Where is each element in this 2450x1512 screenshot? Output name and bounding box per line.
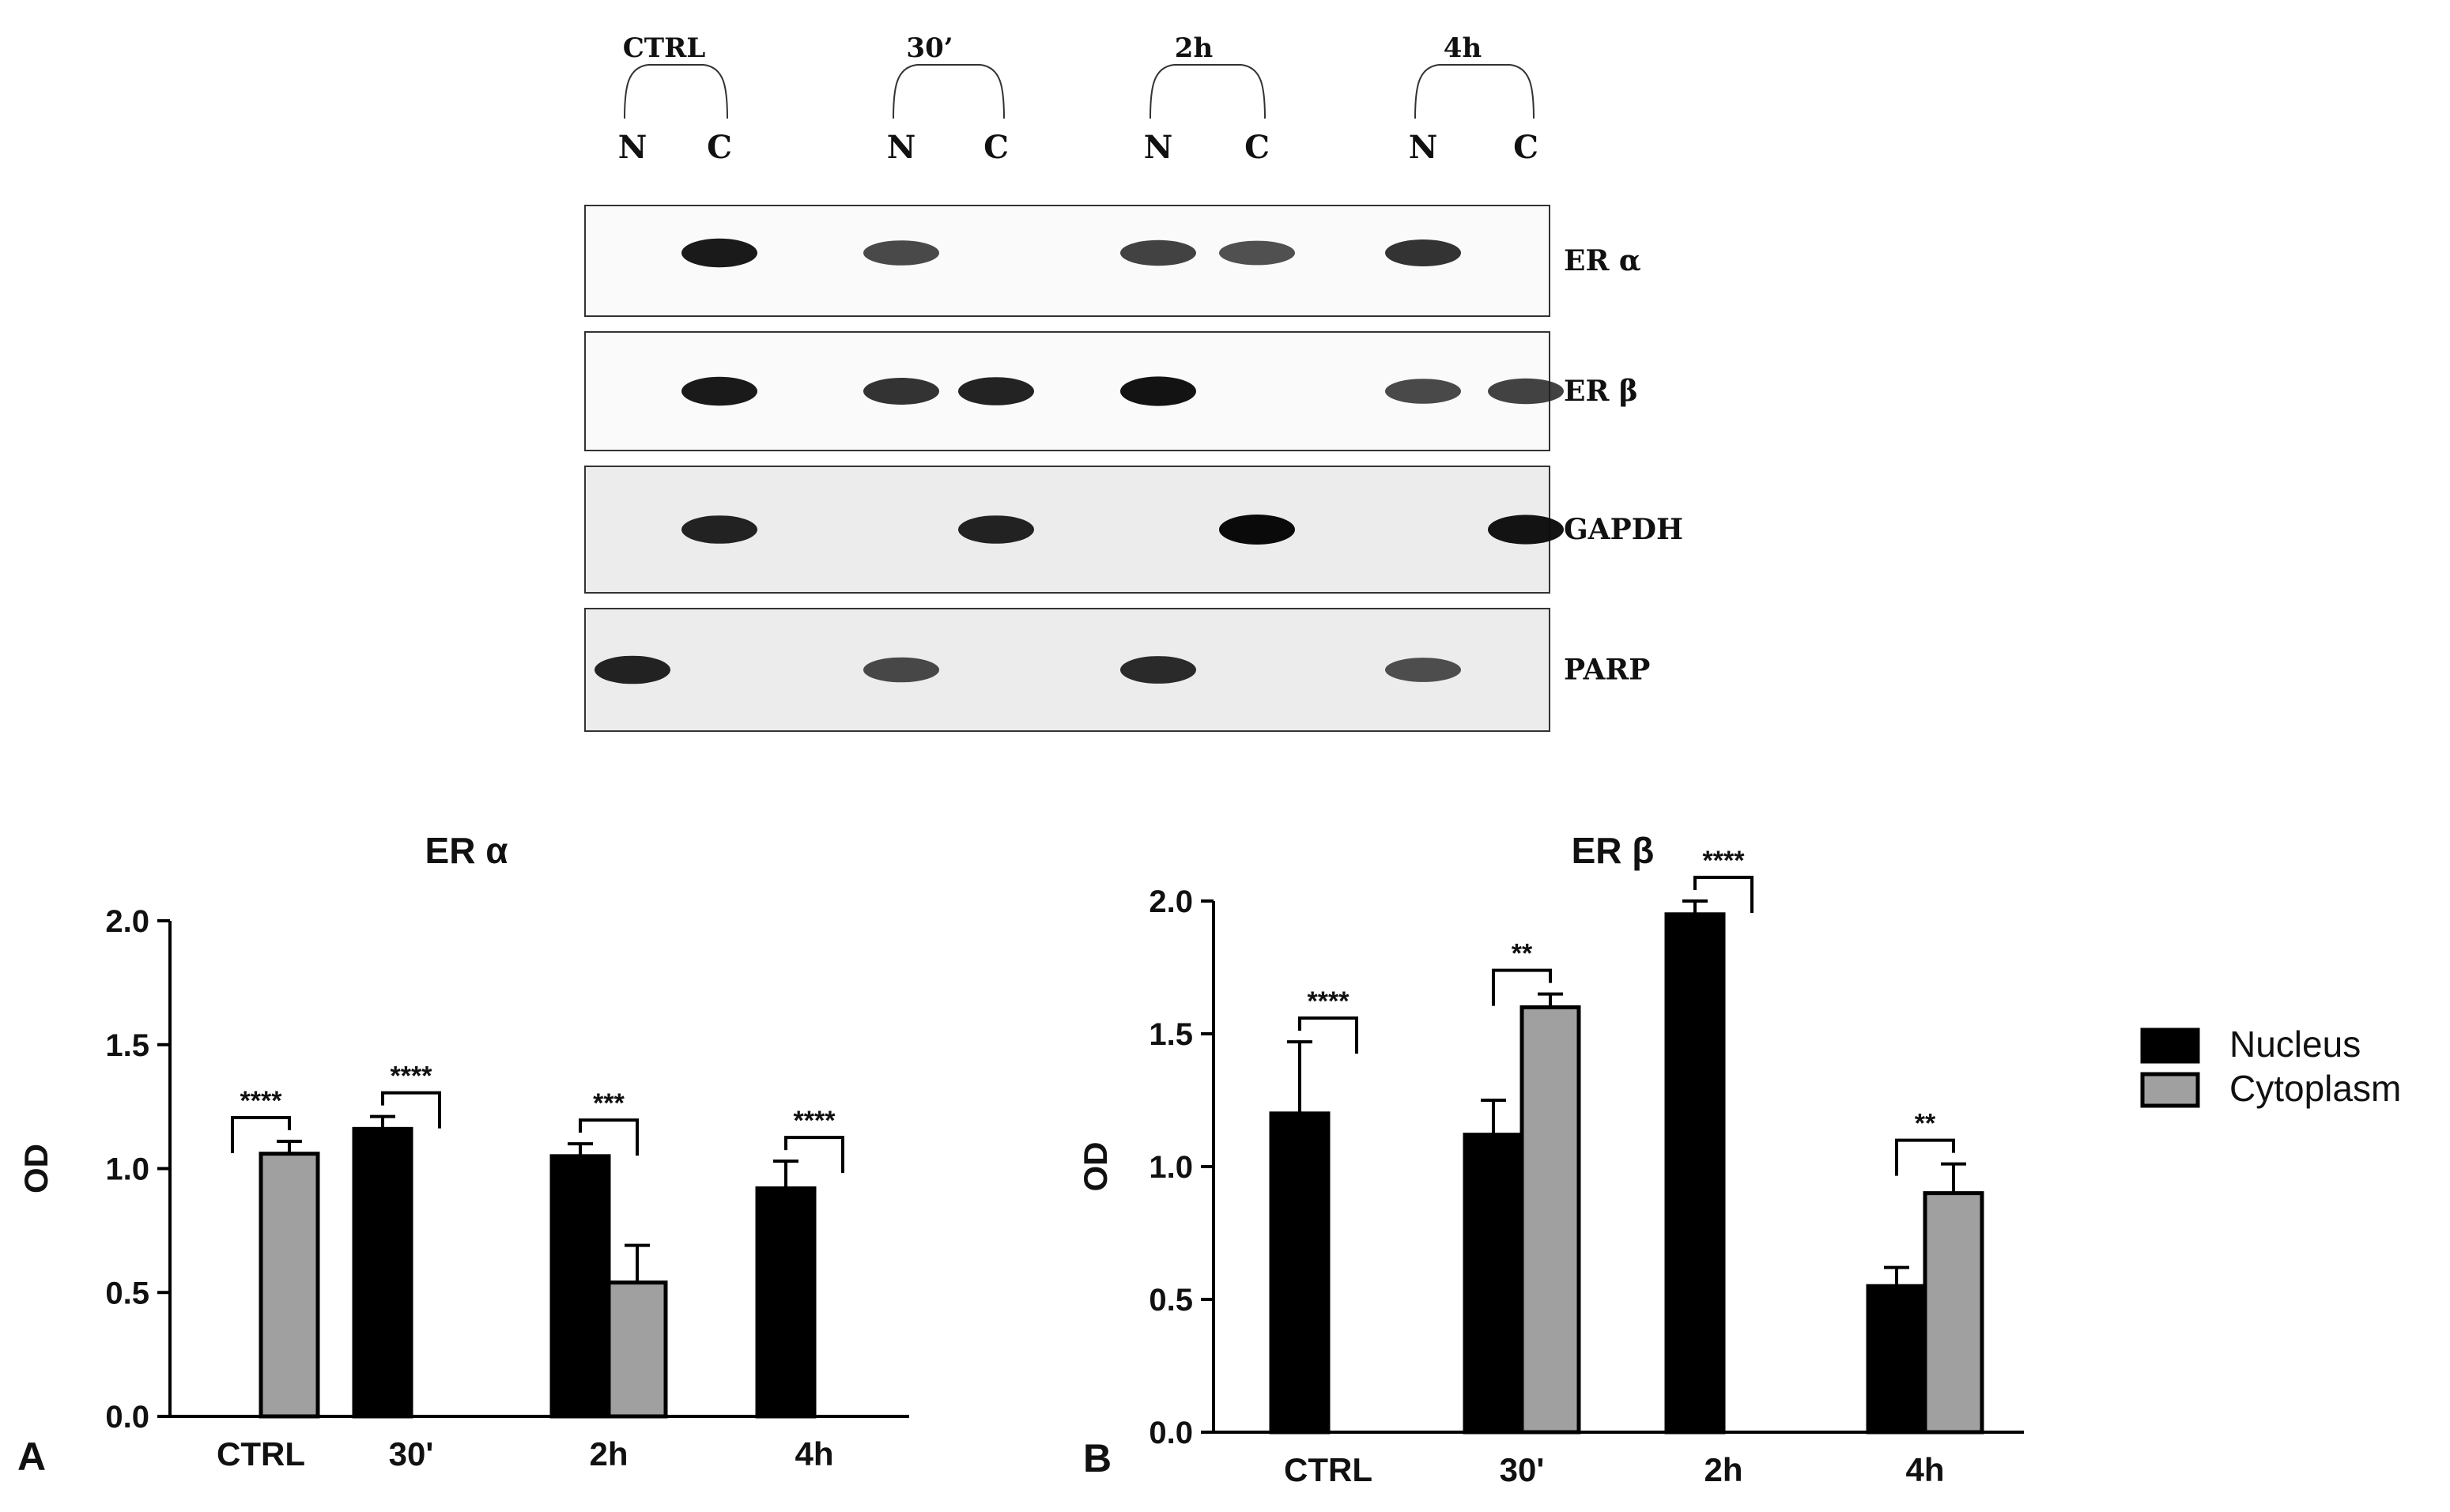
bar-nucleus xyxy=(549,1154,611,1419)
blot-band xyxy=(958,377,1034,405)
legend-swatch-nucleus xyxy=(2140,1027,2200,1064)
significance-bracket xyxy=(1693,876,1754,913)
x-tick-label: 4h xyxy=(1905,1451,1944,1488)
bar-cytoplasm xyxy=(1519,1005,1581,1435)
group-label: 4h xyxy=(1444,32,1482,64)
significance-label: ** xyxy=(1512,939,1533,969)
x-tick-label: 4h xyxy=(795,1435,833,1472)
blot-band xyxy=(681,376,757,406)
blot-row-label: ER α xyxy=(1564,244,1641,277)
y-tick-label: 1.0 xyxy=(1149,1150,1193,1185)
y-tick-label: 0.0 xyxy=(105,1400,149,1435)
significance-bracket xyxy=(784,1136,844,1174)
x-tick-label: 2h xyxy=(1704,1451,1742,1488)
x-tick-label: 2h xyxy=(589,1435,628,1472)
significance-label: **** xyxy=(391,1061,433,1092)
significance-bracket xyxy=(1298,1016,1358,1054)
panel-label: A xyxy=(17,1435,46,1479)
legend-label: Nucleus xyxy=(2229,1024,2361,1065)
blot-band xyxy=(1488,378,1564,405)
group-label: 2h xyxy=(1175,32,1213,64)
blot-band xyxy=(1219,240,1295,266)
blot-band xyxy=(595,655,670,684)
bar-nucleus xyxy=(1664,912,1726,1435)
y-tick-label: 1.5 xyxy=(105,1028,149,1063)
blot-band xyxy=(681,238,757,268)
lane-label: C xyxy=(983,129,1009,166)
lane-label: N xyxy=(1144,129,1173,166)
western-blot: CTRL N C 30’ N C 2h N C 4h N C ER α ER β GAPDH PARP xyxy=(584,32,1683,732)
blot-row-label: ER β xyxy=(1564,375,1638,408)
blot-band xyxy=(1488,515,1564,545)
blot-band xyxy=(958,515,1034,544)
blot-band xyxy=(863,657,939,683)
group-brace xyxy=(1149,64,1266,119)
bar-nucleus xyxy=(1866,1284,1927,1435)
bar-nucleus xyxy=(1463,1133,1524,1435)
significance-bracket xyxy=(579,1118,639,1156)
blot-band xyxy=(1219,515,1295,545)
x-tick-label: 30' xyxy=(389,1435,434,1472)
y-tick-label: 2.0 xyxy=(1149,884,1193,919)
significance-bracket xyxy=(381,1091,441,1129)
group-brace xyxy=(624,64,728,119)
legend-label: Cytoplasm xyxy=(2229,1068,2401,1109)
legend-swatch-cytoplasm xyxy=(2140,1072,2200,1108)
lane-label: N xyxy=(618,129,647,166)
bar-cytoplasm xyxy=(606,1280,668,1419)
blot-row-label: PARP xyxy=(1564,654,1650,687)
bar-cytoplasm xyxy=(1923,1191,1984,1435)
chart-title: ER β xyxy=(1572,830,1655,871)
significance-label: **** xyxy=(1308,986,1350,1016)
lane-label: C xyxy=(1513,129,1538,166)
group-label: 30’ xyxy=(906,32,953,64)
blot-band xyxy=(863,240,939,266)
blot-band xyxy=(1385,239,1461,266)
lane-label: N xyxy=(1409,129,1438,166)
x-tick-label: CTRL xyxy=(217,1435,305,1472)
blot-band xyxy=(1120,376,1196,406)
panel-label: B xyxy=(1083,1436,1112,1480)
chart-er-alpha: ER α 0.0 0.5 1.0 1.5 2.0 OD CTRL **** 30' **** 2h **… xyxy=(17,830,909,1479)
y-tick-label: 0.0 xyxy=(1149,1416,1193,1450)
blot-band xyxy=(1385,658,1461,682)
significance-label: **** xyxy=(1703,846,1746,876)
lane-label: C xyxy=(707,129,732,166)
x-tick-label: CTRL xyxy=(1284,1451,1372,1488)
significance-label: **** xyxy=(794,1106,836,1136)
significance-bracket xyxy=(1492,968,1552,1006)
y-tick-label: 2.0 xyxy=(105,904,149,939)
y-tick-label: 1.0 xyxy=(105,1152,149,1187)
y-axis-label: OD xyxy=(1077,1142,1114,1192)
significance-label: **** xyxy=(240,1086,283,1116)
blot-row-label: GAPDH xyxy=(1564,513,1683,546)
significance-label: *** xyxy=(593,1088,625,1118)
lane-label: N xyxy=(887,129,916,166)
bar-nucleus xyxy=(1269,1111,1331,1435)
y-tick-label: 0.5 xyxy=(1149,1283,1193,1318)
significance-bracket xyxy=(231,1116,291,1154)
blot-band xyxy=(1385,379,1461,404)
y-axis-label: OD xyxy=(17,1144,55,1193)
group-brace xyxy=(1414,64,1535,119)
y-tick-label: 1.5 xyxy=(1149,1017,1193,1052)
x-tick-label: 30' xyxy=(1500,1451,1545,1488)
blot-band xyxy=(681,515,757,544)
group-label: CTRL xyxy=(623,32,706,64)
significance-label: ** xyxy=(1915,1109,1936,1139)
bar-cytoplasm xyxy=(259,1152,320,1419)
lane-label: C xyxy=(1244,129,1270,166)
significance-bracket xyxy=(1895,1138,1955,1176)
y-tick-label: 0.5 xyxy=(105,1276,149,1310)
bar-nucleus xyxy=(755,1186,817,1419)
chart-er-beta: ER β0.00.51.01.52.0ODCTRL****30'**2h****… xyxy=(1077,830,2024,1488)
chart-title: ER α xyxy=(425,830,508,871)
bar-nucleus xyxy=(352,1126,413,1419)
blot-band xyxy=(863,378,939,405)
blot-band xyxy=(1120,239,1196,266)
group-brace xyxy=(893,64,1005,119)
blot-band xyxy=(1120,656,1196,684)
